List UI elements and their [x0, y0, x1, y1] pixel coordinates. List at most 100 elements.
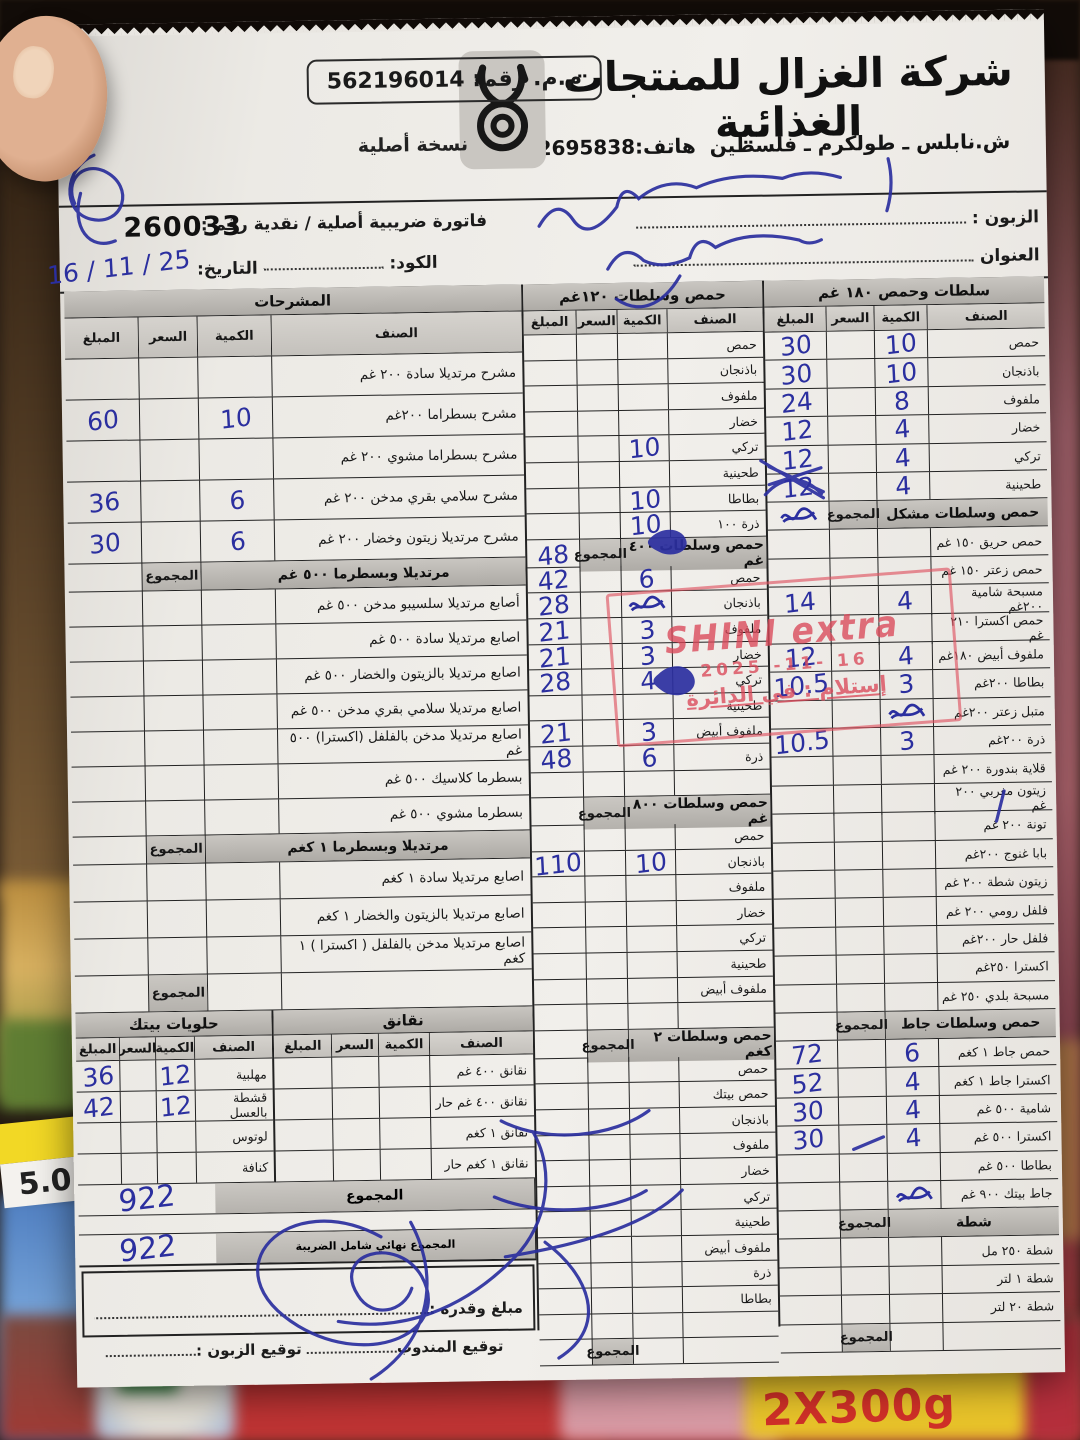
item-price — [583, 825, 625, 851]
item-amount — [526, 488, 579, 514]
item-price — [585, 901, 627, 928]
item-price — [580, 643, 623, 670]
item-name: اكسترا ٥٠٠ غم — [939, 1122, 1058, 1152]
item-row: قشطة بالعسل 12 42 — [76, 1089, 274, 1124]
item-price — [144, 765, 205, 801]
handwritten-value: 42 — [82, 1090, 116, 1124]
item-qty — [616, 333, 668, 359]
item-header: الصنف — [926, 303, 1045, 330]
item-name: قلاية بندورة ٢٠٠ غم — [933, 753, 1052, 783]
item-row: خضار — [536, 1157, 776, 1188]
item-row: كنافة — [77, 1151, 275, 1186]
item-amount — [774, 956, 836, 984]
item-amount: 28 — [529, 666, 582, 699]
item-row: بطاطا ٢٠٠غم 3 10.5 — [769, 668, 1051, 704]
item-row: اكسترا ٢٥٠غم — [774, 952, 1056, 986]
customer-field: الزبون : — [635, 206, 1039, 233]
item-price — [831, 671, 880, 700]
item-price — [826, 359, 875, 388]
item-amount — [532, 877, 585, 902]
total-label: المجموع — [147, 974, 208, 1012]
item-row — [530, 769, 770, 799]
handwritten-value: 12 — [780, 414, 814, 448]
handwritten-value: 4 — [639, 665, 657, 697]
item-row: تركي — [532, 925, 773, 955]
handwritten-value: 36 — [87, 485, 121, 519]
item-name: خضار — [668, 408, 765, 435]
item-qty: 6 — [885, 1038, 939, 1069]
item-header: الصنف — [270, 311, 522, 356]
item-amount: 12 — [766, 414, 828, 448]
item-price — [582, 771, 625, 797]
item-qty: 4 — [885, 1066, 940, 1097]
item-name: مشرح مرتديلا زيتون وخضار ٢٠٠ غم — [273, 516, 525, 561]
item-price — [144, 730, 204, 766]
item-amount — [537, 1186, 590, 1211]
item-price — [834, 841, 883, 870]
handwritten-value: 10 — [219, 401, 253, 435]
item-row: شطة ٢٥٠ مل — [778, 1235, 1060, 1269]
item-row: مشرح سلامي بقري مدخن ٢٠٠ غم 6 36 — [67, 475, 525, 524]
item-name: ملفوف أبيض — [677, 976, 774, 1003]
item-row: باذنجان 10 110 — [531, 846, 772, 882]
item-price — [837, 1068, 886, 1097]
item-amount — [774, 899, 836, 927]
item-header: الصنف — [666, 307, 763, 333]
empty-cell — [889, 1322, 944, 1351]
item-price — [830, 614, 879, 646]
item-name: اصابع مرتديلا بالزيتون والخضار ٥٠٠ غم — [275, 655, 528, 694]
item-price — [589, 1211, 631, 1237]
handwritten-value: 48 — [539, 742, 574, 776]
item-amount: 36 — [67, 481, 141, 522]
item-price — [580, 617, 622, 644]
item-row: مشرح مرتديلا سادة ٢٠٠ غم — [65, 352, 523, 401]
item-qty: 4 — [886, 1122, 941, 1154]
item-amount: 52 — [776, 1067, 838, 1100]
final-total-row: المجموع نهائي شامل الضريبة 922 — [78, 1227, 537, 1270]
item-amount — [774, 927, 836, 955]
handwritten-value: 10.5 — [772, 668, 830, 704]
item-row: بطاطا ٥٠٠ غم — [777, 1150, 1059, 1184]
item-qty — [631, 1261, 682, 1288]
item-amount — [524, 386, 577, 411]
item-row: زيتون مغربي ٢٠٠ غم — [771, 782, 1053, 817]
item-amount — [779, 1239, 841, 1267]
item-name — [682, 1311, 779, 1338]
section-table: حمص وسلطات مشكل المجموع حمص حريق ١٥٠ غم حمص… — [767, 498, 1056, 1014]
item-name: ملفوف أبيض ١٨٠غم — [932, 640, 1051, 670]
column-header-row: الصنف الكمية السعر المبلغ — [75, 1035, 273, 1062]
item-qty — [625, 901, 677, 927]
item-amount — [537, 1161, 590, 1186]
item-row: بطاطا — [538, 1285, 778, 1316]
final-total-value: 922 — [79, 1227, 216, 1270]
item-price — [332, 1149, 380, 1181]
item-amount — [778, 1154, 840, 1182]
item-amount — [780, 1296, 842, 1324]
item-qty — [628, 1108, 680, 1134]
section-title: شطة — [887, 1207, 1060, 1238]
item-price — [830, 586, 879, 617]
item-row: متبل زعتر ٢٠٠غم — [770, 696, 1052, 730]
item-name: ذرة — [673, 743, 770, 771]
item-row: قلاية بندورة ٢٠٠ غم — [771, 753, 1052, 787]
customer-signature-label: توقيع الزبون : — [195, 1339, 308, 1360]
item-qty — [629, 1133, 680, 1160]
item-qty — [881, 840, 936, 869]
item-amount — [78, 1154, 122, 1185]
item-qty — [883, 954, 938, 983]
handwritten-value: 4 — [905, 1122, 923, 1154]
handwritten-value: 12 — [784, 641, 818, 675]
item-qty — [197, 356, 272, 398]
item-qty — [626, 952, 678, 978]
item-amount — [772, 786, 834, 817]
amount-in-words-label: مبلغ وقدره : — [429, 1298, 523, 1318]
item-amount — [72, 801, 146, 836]
item-row: نقانق ١ كغم — [275, 1116, 535, 1152]
item-amount — [525, 411, 578, 436]
item-name: مسبحة بلدي ٢٥٠ غم — [937, 980, 1056, 1011]
qty-header: الكمية — [196, 315, 271, 357]
handwritten-value: 12 — [781, 471, 815, 505]
section-table: المشرحات الصنف الكمية السعر المبلغ مشرح مرتدي… — [64, 284, 526, 565]
handwritten-final-total: 922 — [118, 1227, 177, 1270]
item-qty: 4 — [885, 1094, 940, 1125]
